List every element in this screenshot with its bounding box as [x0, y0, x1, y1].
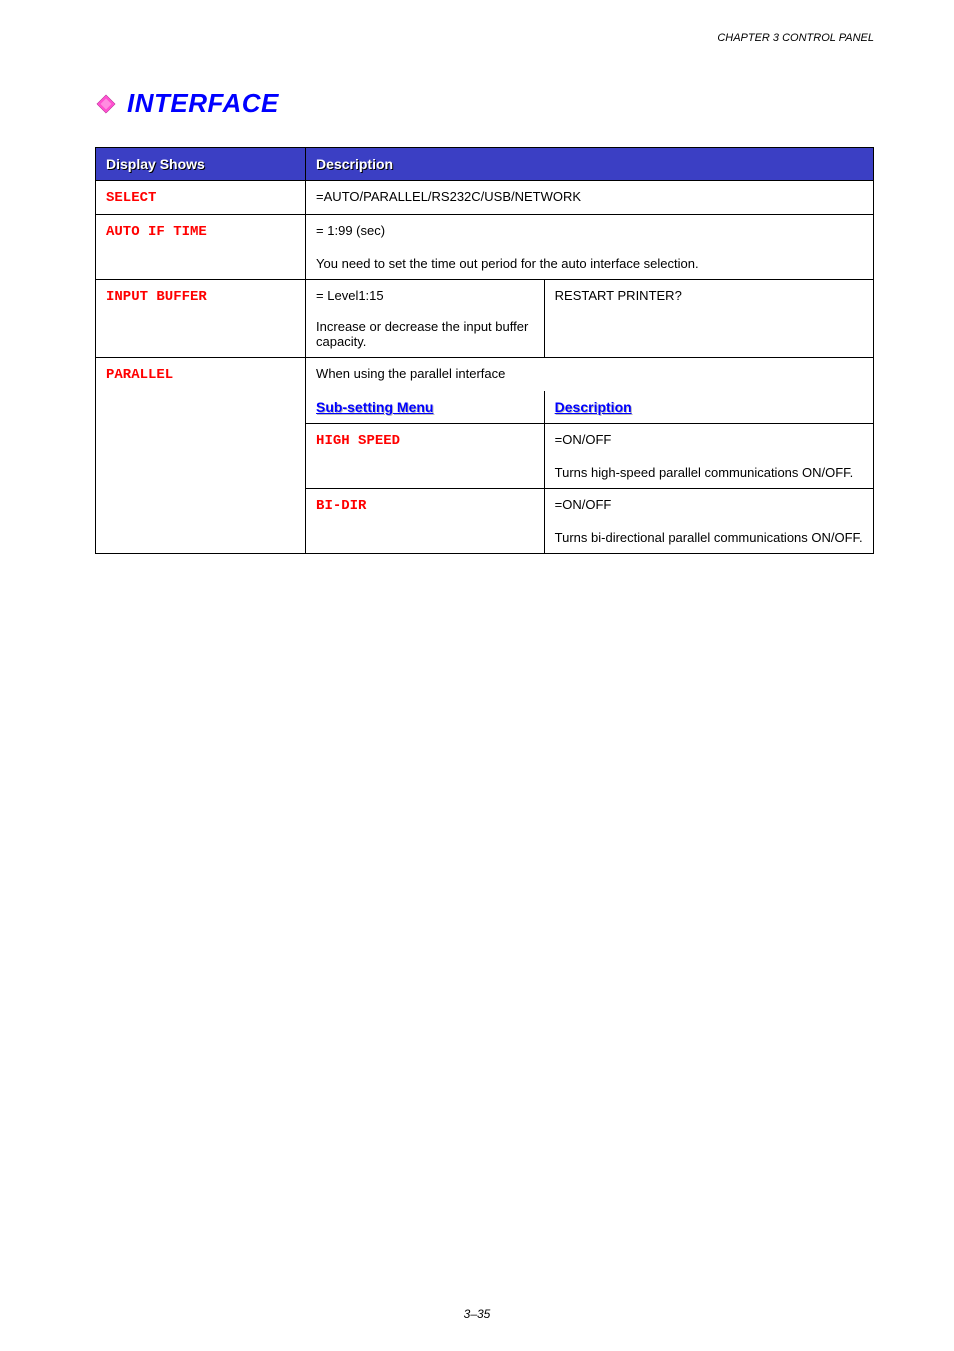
table-row: INPUT BUFFER = Level1:15 RESTART PRINTER…	[96, 280, 874, 358]
page-number: 3–35	[0, 1307, 954, 1321]
col-header-description: Description	[306, 148, 874, 181]
running-header: CHAPTER 3 CONTROL PANEL	[717, 32, 874, 44]
auto-if-time-line2: You need to set the time out period for …	[306, 248, 874, 280]
table-row: You need to set the time out period for …	[96, 248, 874, 280]
bi-dir-label: BI-DIR	[316, 498, 366, 514]
sub-col-menu: Sub-setting Menu	[316, 399, 433, 415]
bi-dir-line2: Turns bi-directional parallel communicat…	[544, 522, 873, 553]
section-title: INTERFACE	[127, 88, 279, 119]
input-buffer-label: INPUT BUFFER	[106, 289, 207, 305]
table-row: AUTO IF TIME = 1:99 (sec)	[96, 215, 874, 249]
auto-if-time-line1: = 1:99 (sec)	[306, 215, 874, 249]
table-row: SELECT =AUTO/PARALLEL/RS232C/USB/NETWORK	[96, 181, 874, 215]
high-speed-line2: Turns high-speed parallel communications…	[544, 457, 873, 489]
interface-table: Display Shows Description SELECT =AUTO/P…	[95, 147, 874, 554]
input-buffer-left2: Increase or decrease the input buffer ca…	[306, 311, 544, 357]
input-buffer-right: RESTART PRINTER?	[544, 280, 873, 311]
diamond-icon	[95, 93, 117, 115]
parallel-intro: When using the parallel interface	[306, 358, 874, 392]
table-row: PARALLEL When using the parallel interfa…	[96, 358, 874, 392]
auto-if-time-label: AUTO IF TIME	[106, 224, 207, 240]
table-row: Sub-setting Menu Description HIGH SPEED …	[96, 391, 874, 554]
sub-col-desc: Description	[555, 399, 632, 415]
parallel-label: PARALLEL	[106, 367, 173, 383]
high-speed-line1: =ON/OFF	[544, 424, 873, 458]
input-buffer-left1: = Level1:15	[306, 280, 544, 311]
col-header-display: Display Shows	[96, 148, 306, 181]
parallel-sub-table: Sub-setting Menu Description HIGH SPEED …	[306, 391, 873, 553]
select-label: SELECT	[106, 190, 156, 206]
bi-dir-line1: =ON/OFF	[544, 489, 873, 523]
input-buffer-inner: = Level1:15 RESTART PRINTER? Increase or…	[306, 280, 873, 357]
select-desc: =AUTO/PARALLEL/RS232C/USB/NETWORK	[306, 181, 874, 215]
section-heading: INTERFACE	[95, 88, 874, 119]
high-speed-label: HIGH SPEED	[316, 433, 400, 449]
